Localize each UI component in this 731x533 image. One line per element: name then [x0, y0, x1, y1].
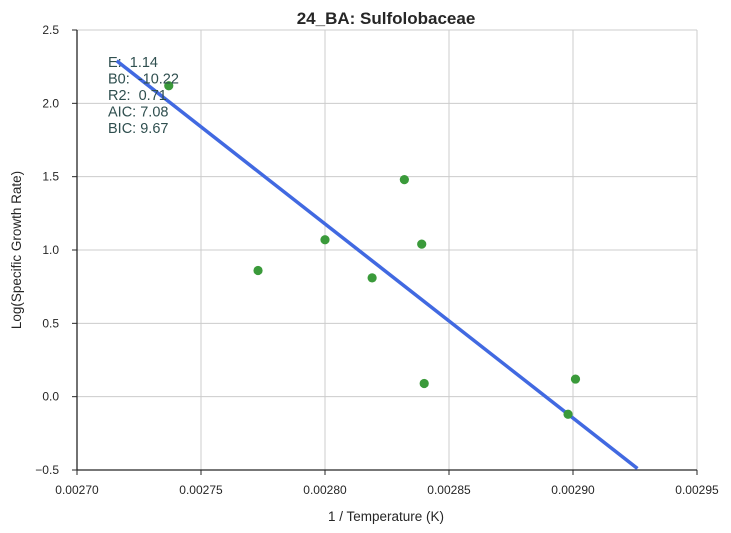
- y-tick-label: −0.5: [35, 463, 59, 477]
- y-tick-label: 1.5: [42, 170, 59, 184]
- y-tick-label: 2.5: [42, 23, 59, 37]
- fit-stat-label: AIC: 7.08: [108, 105, 168, 121]
- data-point: [164, 81, 174, 91]
- y-axis-label: Log(Specific Growth Rate): [9, 171, 24, 329]
- fit-stat-label: E: 1.14: [108, 55, 158, 71]
- data-point: [570, 374, 581, 384]
- x-tick-label: 0.00270: [55, 483, 99, 497]
- x-tick-label: 0.00285: [427, 483, 471, 497]
- grid-lines: [76, 29, 698, 471]
- x-tick-labels: 0.00270 0.00275 0.00280 0.00285 0.00290 0.002…: [55, 470, 719, 497]
- data-point: [417, 239, 427, 249]
- y-tick-label: 0.5: [42, 316, 59, 330]
- data-point: [419, 378, 429, 389]
- data-point: [253, 265, 263, 276]
- fit-stat-label: B0: -10.22: [108, 72, 179, 88]
- y-tick-label: 1.0: [42, 243, 59, 257]
- x-tick-label: 0.00275: [179, 483, 223, 497]
- x-tick-label: 0.00290: [551, 483, 595, 497]
- fit-stat-label: R2: 0.71: [108, 88, 167, 104]
- y-tick-label: 2.0: [42, 96, 59, 110]
- chart-title: 24_BA: Sulfolobaceae: [297, 9, 476, 28]
- fit-line: [115, 59, 639, 470]
- data-point: [367, 273, 377, 283]
- y-tick-label: 0.0: [42, 390, 59, 404]
- fit-line-group: [115, 59, 639, 470]
- data-point: [563, 409, 573, 419]
- fit-stat-label: BIC: 9.67: [108, 121, 168, 137]
- data-point: [320, 235, 330, 245]
- x-tick-label: 0.00280: [303, 483, 347, 497]
- data-point: [399, 175, 409, 185]
- x-axis-label: 1 / Temperature (K): [328, 509, 444, 524]
- x-tick-label: 0.00295: [675, 483, 719, 497]
- data-points: [164, 81, 581, 419]
- y-tick-labels: −0.5 0.0 0.5 1.0 1.5 2.0 2.5: [35, 23, 77, 477]
